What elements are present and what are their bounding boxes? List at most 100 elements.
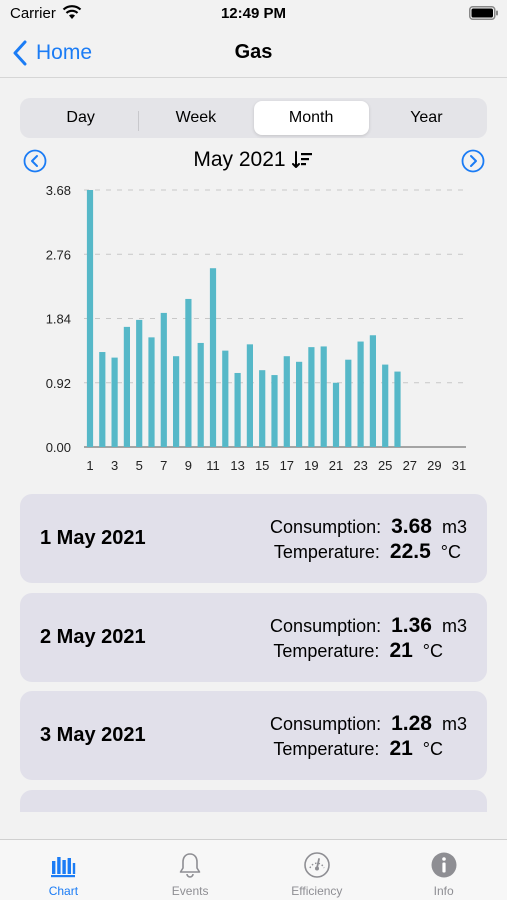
- consumption-unit: m3: [441, 714, 467, 734]
- consumption-row: Consumption: 1.36 m3: [270, 614, 467, 638]
- bell-icon: [179, 853, 201, 878]
- chart-bar: [136, 319, 143, 447]
- chart-bar: [283, 356, 290, 447]
- temperature-row: Temperature: 22.5 °C: [274, 540, 461, 564]
- chart-bar: [222, 350, 229, 447]
- consumption-row: Consumption: 3.68 m3: [270, 515, 467, 539]
- wifi-icon: [62, 5, 82, 19]
- day-card[interactable]: 1 May 2021 Consumption: 3.68 m3 Temperat…: [20, 494, 487, 583]
- chart-bar: [271, 375, 278, 447]
- y-tick-label: 2.76: [46, 247, 71, 262]
- status-bar: Carrier 12:49 PM: [0, 0, 507, 30]
- segment-divider: [138, 111, 140, 131]
- tab-efficiency[interactable]: Efficiency: [254, 840, 381, 900]
- segment-day[interactable]: Day: [23, 101, 138, 135]
- chart-bar: [86, 190, 94, 447]
- segment-month[interactable]: Month: [253, 101, 369, 135]
- tab-label: Efficiency: [291, 884, 343, 898]
- x-tick-label: 19: [304, 458, 318, 473]
- temperature-value: 22.5: [389, 540, 431, 563]
- chart-bar: [308, 347, 315, 447]
- chart-bar: [357, 341, 364, 447]
- tab-label: Chart: [48, 884, 79, 898]
- temperature-unit: °C: [422, 641, 443, 661]
- day-date: 3 May 2021: [40, 724, 146, 746]
- bar-chart-icon: [51, 857, 76, 878]
- back-label: Home: [36, 41, 93, 64]
- period-segmented-control: Day Week Month Year: [20, 98, 487, 138]
- x-tick-label: 1: [86, 458, 93, 473]
- consumption-value: 1.28: [391, 712, 432, 735]
- chart-bar: [332, 382, 340, 447]
- sort-icon[interactable]: [291, 150, 314, 170]
- chevron-left-icon: [13, 40, 27, 66]
- x-tick-label: 31: [452, 458, 466, 473]
- temperature-value: 21: [389, 737, 413, 760]
- consumption-value: 3.68: [391, 515, 432, 538]
- y-tick-label: 3.68: [46, 183, 71, 198]
- chart-bar: [369, 335, 376, 447]
- temperature-value: 21: [389, 639, 413, 662]
- month-label-group: May 2021: [0, 148, 507, 172]
- y-tick-label: 0.92: [46, 376, 71, 391]
- x-tick-label: 9: [185, 458, 192, 473]
- chart-bar: [234, 372, 241, 447]
- segment-label: Month: [288, 109, 334, 126]
- segment-year[interactable]: Year: [369, 101, 484, 135]
- consumption-unit: m3: [441, 616, 467, 636]
- y-tick-label: 0.00: [46, 440, 71, 455]
- tab-label: Info: [433, 884, 454, 898]
- x-tick-label: 11: [206, 458, 220, 473]
- gauge-icon: [304, 852, 330, 878]
- consumption-value: 1.36: [391, 614, 432, 637]
- temperature-label: Temperature:: [273, 739, 380, 759]
- temperature-row: Temperature: 21 °C: [273, 737, 443, 761]
- x-tick-label: 17: [280, 458, 294, 473]
- x-tick-label: 3: [111, 458, 118, 473]
- tab-chart[interactable]: Chart: [0, 840, 127, 900]
- x-tick-label: 15: [255, 458, 269, 473]
- segment-label: Week: [175, 109, 217, 126]
- day-card-partial[interactable]: [20, 790, 487, 812]
- day-date: 2 May 2021: [40, 626, 146, 648]
- day-date: 1 May 2021: [40, 527, 146, 549]
- day-card[interactable]: 3 May 2021 Consumption: 1.28 m3 Temperat…: [20, 691, 487, 780]
- day-card[interactable]: 2 May 2021 Consumption: 1.36 m3 Temperat…: [20, 593, 487, 682]
- x-tick-label: 27: [403, 458, 417, 473]
- next-month-icon[interactable]: [461, 149, 485, 173]
- chart-bar: [345, 359, 352, 447]
- chart-bar: [209, 268, 217, 447]
- chart-bar: [320, 346, 327, 447]
- nav-bar: Home Gas: [0, 30, 507, 78]
- info-icon: [431, 852, 457, 878]
- segment-week[interactable]: Week: [138, 101, 253, 135]
- consumption-label: Consumption:: [270, 616, 382, 636]
- x-tick-label: 7: [160, 458, 167, 473]
- x-tick-label: 25: [378, 458, 392, 473]
- chart-bar: [173, 356, 180, 447]
- consumption-row: Consumption: 1.28 m3: [270, 712, 467, 736]
- temperature-unit: °C: [422, 739, 443, 759]
- segment-label: Day: [66, 109, 95, 126]
- tab-bar: Chart Events Efficiency Info: [0, 839, 507, 900]
- x-tick-label: 29: [427, 458, 441, 473]
- month-selector: May 2021: [0, 145, 507, 179]
- consumption-chart[interactable]: 0.000.921.842.763.681 3 5 7 9 11 13 15 17 19 21 23 2…: [0, 180, 507, 480]
- consumption-unit: m3: [441, 517, 467, 537]
- x-tick-label: 13: [230, 458, 244, 473]
- chart-bar: [296, 361, 303, 447]
- consumption-label: Consumption:: [270, 517, 382, 537]
- back-button[interactable]: Home: [12, 38, 92, 68]
- chart-bar: [185, 298, 192, 447]
- status-time: 12:49 PM: [220, 5, 287, 22]
- previous-month-icon[interactable]: [23, 149, 47, 173]
- month-label: May 2021: [193, 148, 286, 171]
- x-tick-label: 23: [353, 458, 367, 473]
- tab-events[interactable]: Events: [127, 840, 254, 900]
- tab-info[interactable]: Info: [380, 840, 507, 900]
- chart-bar: [382, 364, 389, 447]
- temperature-label: Temperature:: [273, 542, 380, 562]
- battery-icon: [469, 6, 498, 20]
- x-tick-label: 5: [136, 458, 143, 473]
- segment-label: Year: [410, 109, 443, 126]
